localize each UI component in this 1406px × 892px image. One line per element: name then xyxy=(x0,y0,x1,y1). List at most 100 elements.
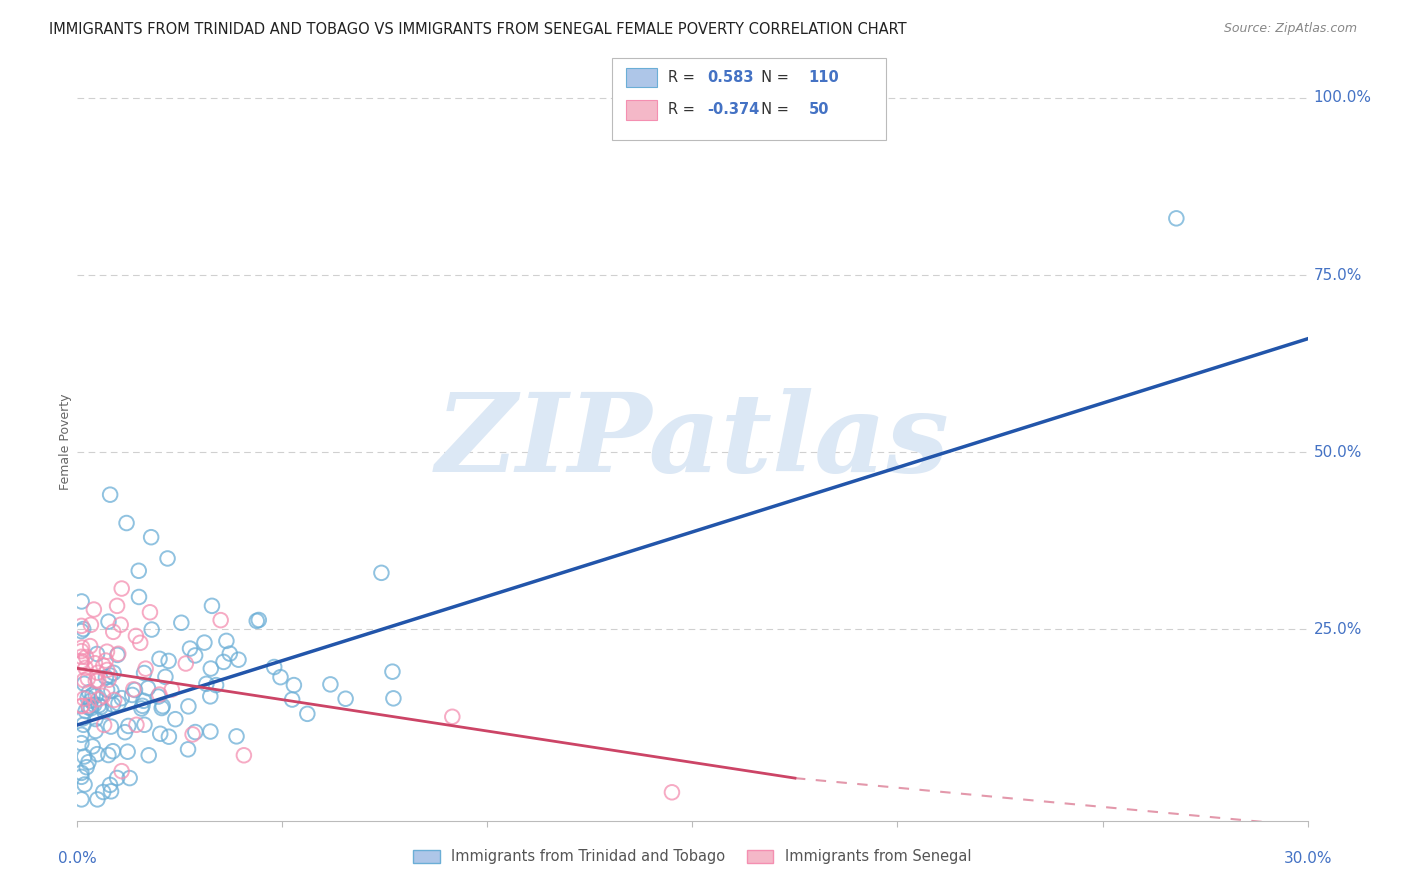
Point xyxy=(77,700,100,714)
Point xyxy=(91,689,114,703)
Point xyxy=(87,673,110,688)
Point xyxy=(86,747,108,761)
Point xyxy=(125,629,148,643)
Point xyxy=(90,700,112,714)
Point xyxy=(281,692,304,706)
Point xyxy=(98,488,121,502)
Point xyxy=(76,760,98,774)
Point xyxy=(122,682,145,697)
Point xyxy=(84,712,107,726)
Point xyxy=(270,670,292,684)
Point xyxy=(124,682,146,697)
Point xyxy=(209,613,232,627)
Point xyxy=(94,670,117,684)
Point xyxy=(132,665,155,680)
Point xyxy=(319,677,342,691)
Point xyxy=(157,654,180,668)
Point xyxy=(156,551,179,566)
Text: N =: N = xyxy=(752,70,794,85)
Point xyxy=(96,682,118,697)
Point xyxy=(1166,211,1188,226)
Point xyxy=(149,727,172,741)
Point xyxy=(96,663,118,677)
Point xyxy=(174,657,197,671)
Point xyxy=(114,725,136,739)
Point xyxy=(263,660,285,674)
Text: Source: ZipAtlas.com: Source: ZipAtlas.com xyxy=(1223,22,1357,36)
Text: 50: 50 xyxy=(808,103,830,117)
Point xyxy=(110,617,132,632)
Text: 75.0%: 75.0% xyxy=(1313,268,1362,283)
Point xyxy=(246,614,269,628)
Point xyxy=(73,691,96,706)
Point xyxy=(661,785,683,799)
Point xyxy=(100,683,122,698)
Point xyxy=(70,656,93,670)
Text: 25.0%: 25.0% xyxy=(1313,622,1362,637)
Point xyxy=(128,590,150,604)
Point xyxy=(121,688,143,702)
Point xyxy=(79,639,101,653)
Point xyxy=(118,771,141,785)
Point xyxy=(82,739,104,754)
Point xyxy=(184,725,207,739)
Text: 0.583: 0.583 xyxy=(707,70,754,85)
Point xyxy=(70,765,93,780)
Point xyxy=(200,690,222,704)
Point xyxy=(101,744,124,758)
Point xyxy=(205,678,228,692)
Point xyxy=(70,644,93,658)
Point xyxy=(335,691,357,706)
Text: 30.0%: 30.0% xyxy=(1284,851,1331,866)
Point xyxy=(97,615,120,629)
Point xyxy=(103,665,125,680)
Point xyxy=(111,691,134,706)
Point xyxy=(212,655,235,669)
Point xyxy=(70,654,93,668)
Point xyxy=(70,624,93,639)
Point xyxy=(93,658,115,673)
Point xyxy=(80,701,103,715)
Point xyxy=(111,764,134,779)
Point xyxy=(141,530,163,544)
Point xyxy=(72,718,94,732)
Point xyxy=(87,698,110,713)
Point xyxy=(200,724,222,739)
Point xyxy=(131,698,153,713)
Point xyxy=(100,720,122,734)
Point xyxy=(107,697,129,711)
Point xyxy=(75,704,97,718)
Point xyxy=(134,718,156,732)
Point xyxy=(136,681,159,695)
Point xyxy=(139,605,162,619)
Text: R =: R = xyxy=(668,103,699,117)
Point xyxy=(131,701,153,715)
Point xyxy=(103,624,125,639)
Point xyxy=(77,698,100,713)
Point xyxy=(160,682,183,697)
Point xyxy=(215,633,238,648)
Point xyxy=(200,661,222,675)
Point xyxy=(101,698,124,712)
Point xyxy=(115,516,138,530)
Point xyxy=(148,688,170,702)
Point xyxy=(155,670,177,684)
Point xyxy=(129,636,152,650)
Point xyxy=(103,693,125,707)
Legend: Immigrants from Trinidad and Tobago, Immigrants from Senegal: Immigrants from Trinidad and Tobago, Imm… xyxy=(408,844,977,871)
Text: 0.0%: 0.0% xyxy=(58,851,97,866)
Point xyxy=(201,599,224,613)
Point xyxy=(179,641,201,656)
Point xyxy=(150,701,173,715)
Point xyxy=(105,648,128,662)
Point xyxy=(128,564,150,578)
Point xyxy=(105,771,128,785)
Point xyxy=(157,730,180,744)
Point xyxy=(184,648,207,663)
Point xyxy=(70,649,93,664)
Point xyxy=(177,699,200,714)
Point xyxy=(370,566,392,580)
Point xyxy=(297,706,319,721)
Point xyxy=(84,723,107,738)
Point xyxy=(117,745,139,759)
